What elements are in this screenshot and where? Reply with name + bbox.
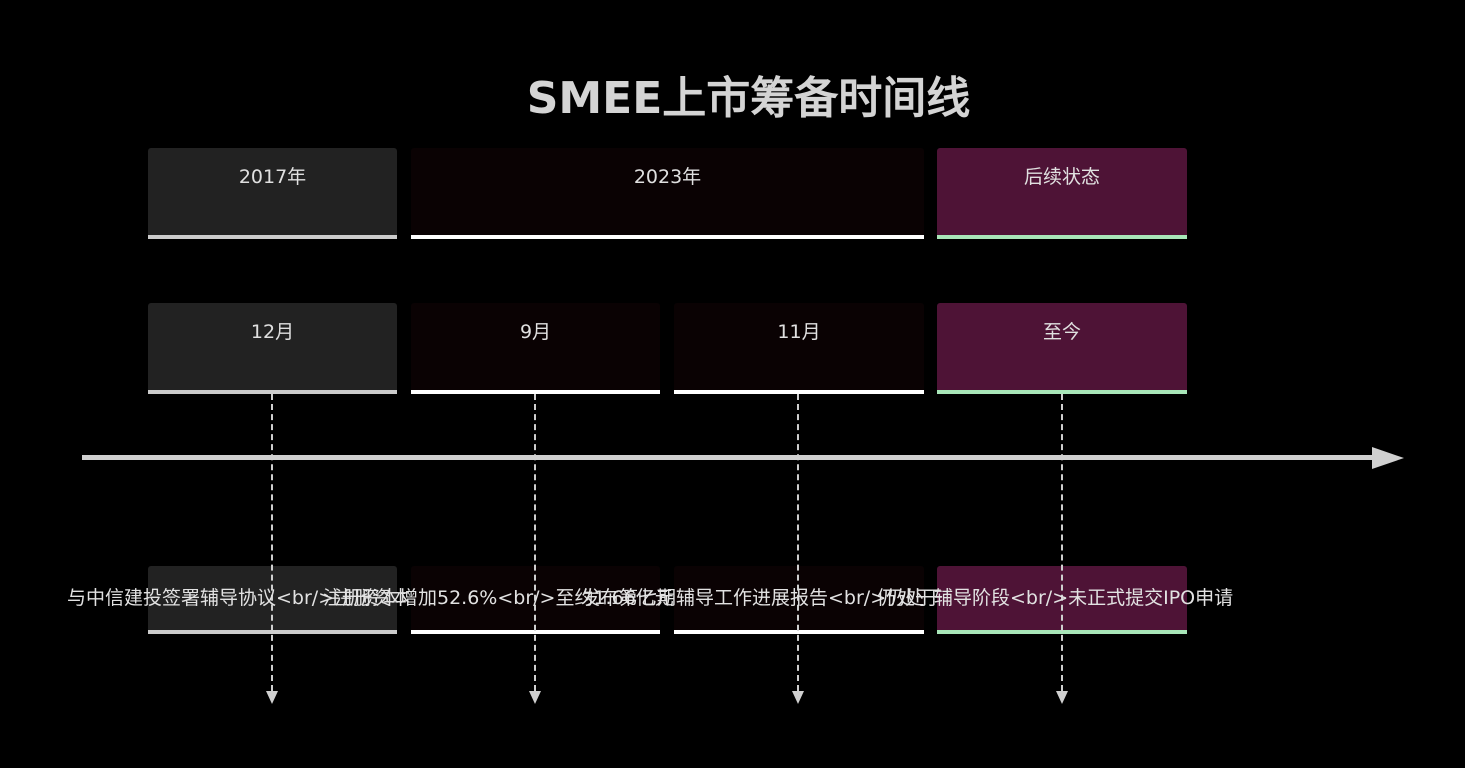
page-title: SMEE上市筹备时间线 [526, 73, 971, 124]
period-accent-bar [411, 390, 660, 394]
section-year-label: 2023年 [633, 166, 702, 188]
period-label: 9月 [519, 321, 552, 343]
period-box-11: 11月 [674, 303, 924, 394]
period-label: 至今 [1042, 321, 1081, 343]
arrow-down-icon [266, 691, 278, 704]
arrow-down-icon [1056, 691, 1068, 704]
section-accent-bar [148, 235, 397, 239]
event-text-2: 注册资本增加52.6%<br/>至约1.66亿元 [323, 587, 674, 609]
arrow-right-icon [1372, 447, 1404, 469]
event-text-1: 与中信建投签署辅导协议<br/>注册资本 [67, 587, 411, 609]
period-label: 11月 [777, 321, 821, 343]
connector-line-4 [1061, 394, 1063, 691]
connector-line-2 [534, 394, 536, 691]
connector-line-1 [271, 394, 273, 691]
period-accent-bar [148, 390, 397, 394]
event-text-4: 仍处于辅导阶段<br/>未正式提交IPO申请 [877, 587, 1234, 609]
event-box-3 [674, 566, 924, 634]
event-text-3: 发布第七期辅导工作进展报告<br/>仍处于 [581, 587, 944, 609]
period-box-9: 9月 [411, 303, 660, 394]
section-accent-bar [411, 235, 924, 239]
period-box-12: 12月 [148, 303, 397, 394]
section-year-2017: 2017年 [148, 148, 397, 239]
section-year-label: 2017年 [238, 166, 307, 188]
period-label: 12月 [250, 321, 295, 343]
arrow-down-icon [529, 691, 541, 704]
event-accent-bar [674, 630, 924, 634]
arrow-down-icon [792, 691, 804, 704]
section-year-later: 后续状态 [937, 148, 1187, 239]
period-accent-bar [937, 390, 1187, 394]
connector-line-3 [797, 394, 799, 691]
period-accent-bar [674, 390, 924, 394]
section-year-2023: 2023年 [411, 148, 924, 239]
timeline-axis [82, 455, 1374, 460]
period-box-now: 至今 [937, 303, 1187, 394]
section-year-label: 后续状态 [1023, 166, 1100, 188]
section-accent-bar [937, 235, 1187, 239]
